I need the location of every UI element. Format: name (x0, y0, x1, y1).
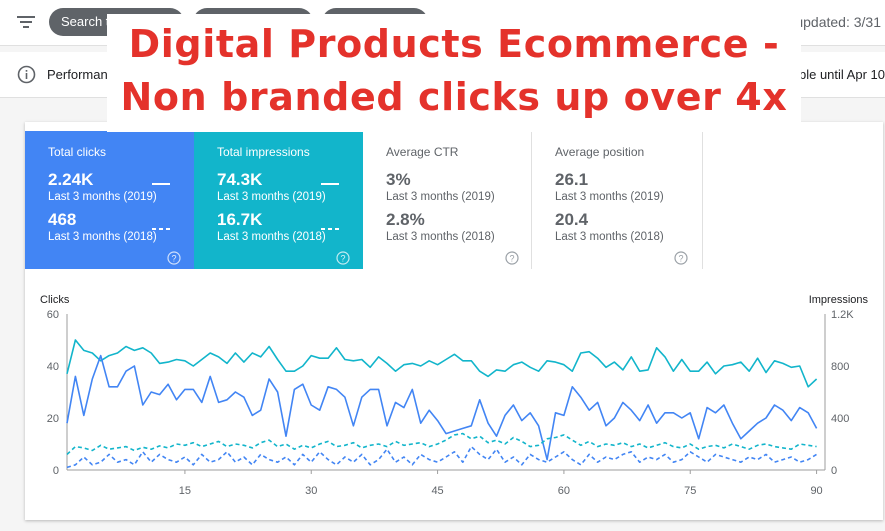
tile-period-previous: Last 3 months (2018) (386, 231, 495, 243)
tile-title: Total clicks (48, 145, 107, 159)
chart-series-line-2[interactable] (66, 354, 818, 461)
help-icon[interactable]: ? (167, 251, 181, 265)
chart-series-line-3[interactable] (66, 432, 817, 455)
svg-text:?: ? (340, 254, 345, 264)
chart-y-axis-right-label: Impressions (809, 294, 869, 306)
tile-title: Total impressions (217, 145, 310, 159)
chart-left-tick-label: 20 (47, 413, 59, 425)
tile-title: Average position (555, 145, 645, 159)
svg-text:?: ? (509, 254, 514, 264)
chart-left-tick-label: 0 (53, 465, 59, 477)
chart-left-tick-label: 40 (47, 361, 59, 373)
tile-value-current: 74.3K (217, 170, 263, 189)
performance-chart: Clicks Impressions 60 40 20 0 1.2K 800 400 0 15 3… (40, 294, 869, 497)
tile-value-current: 3% (386, 170, 411, 189)
tile-period-previous: Last 3 months (2018) (48, 231, 157, 243)
tile-total-impressions[interactable]: Total impressions 74.3K Last 3 months (2… (194, 131, 363, 269)
legend-solid-line (321, 183, 339, 185)
info-message: Performance (47, 67, 122, 82)
tile-value-previous: 16.7K (217, 210, 263, 229)
chart-y-axis-left-label: Clicks (40, 294, 70, 306)
tile-value-previous: 20.4 (555, 210, 589, 229)
help-icon[interactable]: ? (674, 251, 688, 265)
tile-period-current: Last 3 months (2019) (386, 191, 495, 203)
svg-text:?: ? (678, 254, 683, 264)
overlay-banner: Digital Products Ecommerce - Non branded… (107, 14, 801, 132)
chart-x-tick-label: 60 (558, 485, 570, 497)
tile-value-previous: 2.8% (386, 210, 425, 229)
chart-series-line-4[interactable] (66, 445, 818, 469)
tile-period-current: Last 3 months (2019) (48, 191, 157, 203)
chart-x-tick-label: 45 (431, 485, 443, 497)
tile-value-previous: 468 (48, 210, 77, 229)
tile-value-current: 2.24K (48, 170, 94, 189)
legend-dashed-line (321, 228, 339, 230)
chart-right-tick-label: 0 (831, 465, 837, 477)
chart-series-line-1[interactable] (66, 339, 818, 388)
chart-x-tick-label: 15 (179, 485, 191, 497)
chart-right-tick-label: 800 (831, 361, 849, 373)
filter-icon[interactable] (16, 14, 36, 30)
tile-total-clicks[interactable]: Total clicks 2.24K Last 3 months (2019) … (25, 131, 194, 269)
chart-right-tick-label: 400 (831, 413, 849, 425)
chart-left-tick-label: 60 (47, 309, 59, 321)
tile-average-position[interactable]: Average position 26.1 Last 3 months (201… (532, 131, 703, 269)
tile-average-ctr[interactable]: Average CTR 3% Last 3 months (2019) 2.8%… (363, 131, 532, 269)
svg-text:?: ? (171, 254, 176, 264)
chart-right-tick-label: 1.2K (831, 309, 854, 321)
help-icon[interactable]: ? (505, 251, 519, 265)
legend-dashed-line (152, 228, 170, 230)
tile-period-previous: Last 3 months (2018) (555, 231, 664, 243)
tile-title: Average CTR (386, 145, 459, 159)
banner-title-line-2: Non branded clicks up over 4x (120, 75, 788, 119)
help-icon[interactable]: ? (336, 251, 350, 265)
tile-value-current: 26.1 (555, 170, 589, 189)
banner-title-line-1: Digital Products Ecommerce - (128, 22, 780, 66)
info-icon (17, 65, 36, 84)
tile-period-previous: Last 3 months (2018) (217, 231, 326, 243)
chart-x-tick-label: 90 (810, 485, 822, 497)
chart-x-tick-label: 30 (305, 485, 317, 497)
chart-x-tick-label: 75 (684, 485, 696, 497)
legend-solid-line (152, 183, 170, 185)
tile-period-current: Last 3 months (2019) (555, 191, 664, 203)
performance-card: Total clicks 2.24K Last 3 months (2019) … (25, 122, 883, 520)
tile-period-current: Last 3 months (2019) (217, 191, 326, 203)
